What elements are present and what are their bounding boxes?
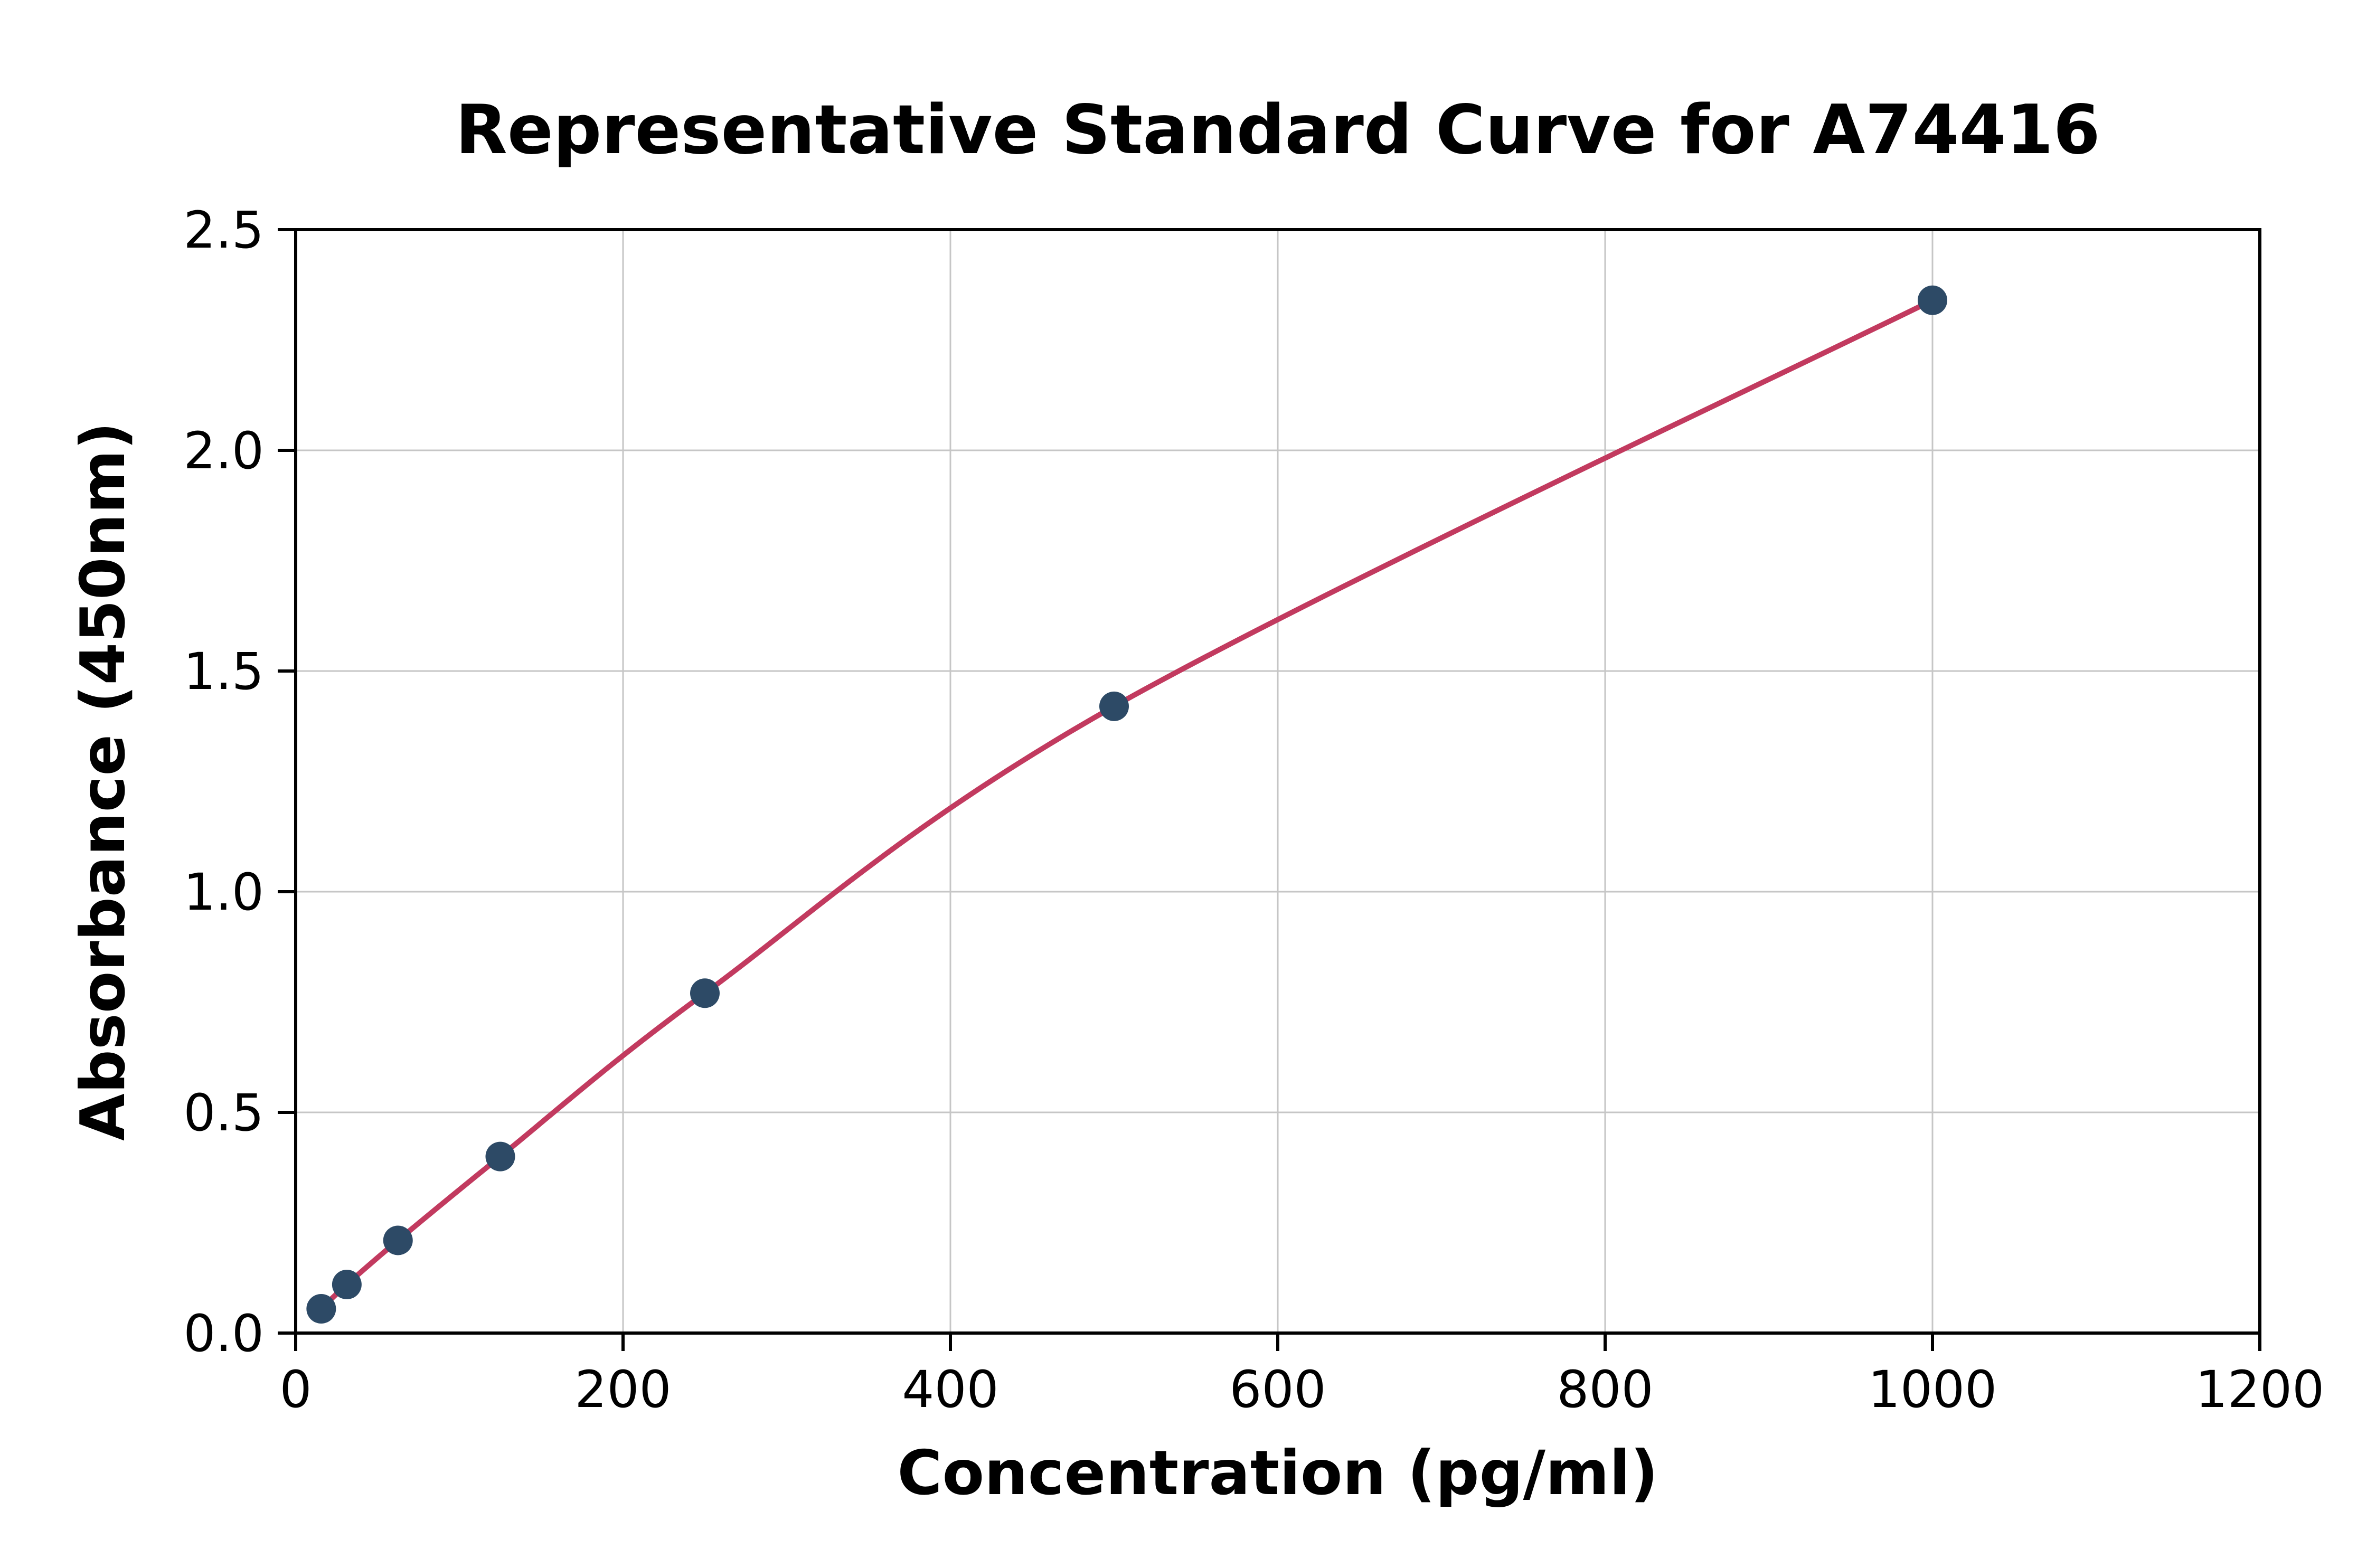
x-tick-label: 600 [1229,1360,1326,1419]
x-tick-label: 200 [574,1360,671,1419]
y-tick-label: 1.5 [183,642,264,701]
y-tick-label: 2.5 [183,201,264,260]
chart-title: Representative Standard Curve for A74416 [455,91,2100,169]
grid-lines [295,229,2261,1334]
x-axis-label: Concentration (pg/ml) [897,1438,1658,1509]
y-tick-label: 1.0 [183,863,264,922]
data-point [690,978,720,1008]
standard-curve-line [318,297,1935,1312]
x-tick-label: 1200 [2195,1360,2324,1419]
data-point [1918,285,1947,315]
axes [278,228,2261,1351]
y-tick-label: 0.0 [183,1304,264,1363]
data-point [485,1141,515,1172]
x-tick-label: 800 [1557,1360,1653,1419]
x-tick-label: 0 [279,1360,312,1419]
tick-labels: 0 200 400 600 800 1000 1200 0.0 0.5 1.0 1.5 2.0 2.5 [183,201,2324,1419]
data-series [306,285,1947,1324]
y-tick-label: 2.0 [183,421,264,480]
data-point [1099,691,1129,721]
x-tick-label: 1000 [1868,1360,1997,1419]
x-tick-label: 400 [902,1360,998,1419]
data-point [332,1270,362,1300]
data-point [306,1294,336,1324]
y-axis-label: Absorbance (450nm) [68,422,139,1141]
y-tick-label: 0.5 [183,1083,264,1142]
data-point [383,1225,413,1255]
